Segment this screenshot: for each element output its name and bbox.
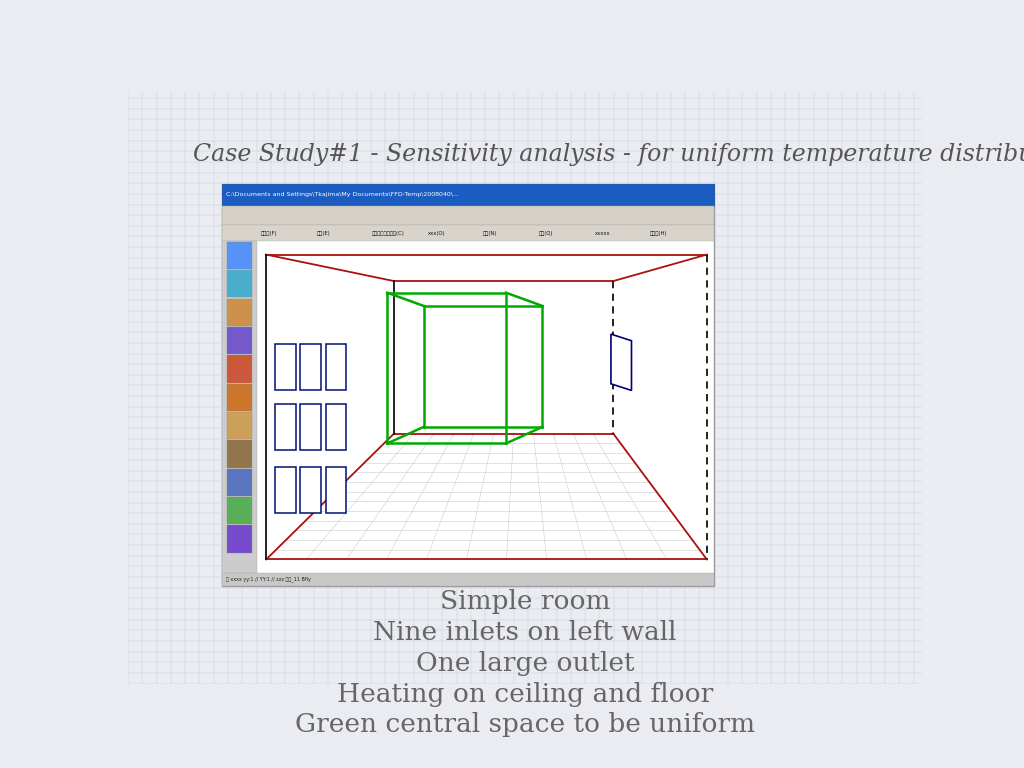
Bar [300, 467, 321, 513]
Bar [221, 184, 714, 586]
Bar [326, 344, 346, 390]
Bar [226, 299, 252, 326]
Bar [226, 525, 252, 553]
Bar [221, 206, 714, 225]
Bar [275, 467, 296, 513]
Bar [226, 497, 252, 525]
Bar [275, 404, 296, 450]
Bar [221, 225, 714, 241]
Text: Simple room: Simple room [439, 589, 610, 614]
Text: Nine inlets on left wall: Nine inlets on left wall [373, 621, 677, 645]
Polygon shape [611, 334, 632, 390]
Text: 航索(Q): 航索(Q) [539, 230, 553, 236]
Text: 編集(E): 編集(E) [316, 230, 331, 236]
Bar [226, 384, 252, 411]
Bar [300, 404, 321, 450]
Bar [226, 242, 252, 269]
Bar [275, 344, 296, 390]
Text: Case Study#1 - Sensitivity analysis - for uniform temperature distribution (1): Case Study#1 - Sensitivity analysis - fo… [194, 143, 1024, 166]
Bar [326, 404, 346, 450]
Bar [226, 412, 252, 439]
Text: xxxxx: xxxxx [594, 230, 610, 236]
Bar [226, 270, 252, 297]
Bar [226, 356, 252, 382]
Text: xxx(O): xxx(O) [428, 230, 445, 236]
Text: ナテルートロール(C): ナテルートロール(C) [372, 230, 406, 236]
Bar [221, 573, 714, 586]
Text: Heating on ceiling and floor: Heating on ceiling and floor [337, 682, 713, 707]
Text: ヘルプ(H): ヘルプ(H) [650, 230, 668, 236]
Bar [300, 344, 321, 390]
Text: Green central space to be uniform: Green central space to be uniform [295, 713, 755, 737]
Bar [221, 241, 257, 573]
Text: 計 xxxx yy:1 // YY:1 // zzz 動点_11 Bfly: 計 xxxx yy:1 // YY:1 // zzz 動点_11 Bfly [225, 577, 310, 582]
Bar [326, 467, 346, 513]
Bar [226, 468, 252, 496]
Text: C:\Documents and Settings\Tkajima\My Documents\FFD-Temp\2008040\...: C:\Documents and Settings\Tkajima\My Doc… [225, 192, 459, 197]
Bar [226, 327, 252, 354]
Bar [226, 440, 252, 468]
Bar [221, 184, 714, 206]
Text: ヤイル(F): ヤイル(F) [261, 230, 278, 236]
Text: 航行(N): 航行(N) [483, 230, 498, 236]
Text: One large outlet: One large outlet [416, 651, 634, 676]
